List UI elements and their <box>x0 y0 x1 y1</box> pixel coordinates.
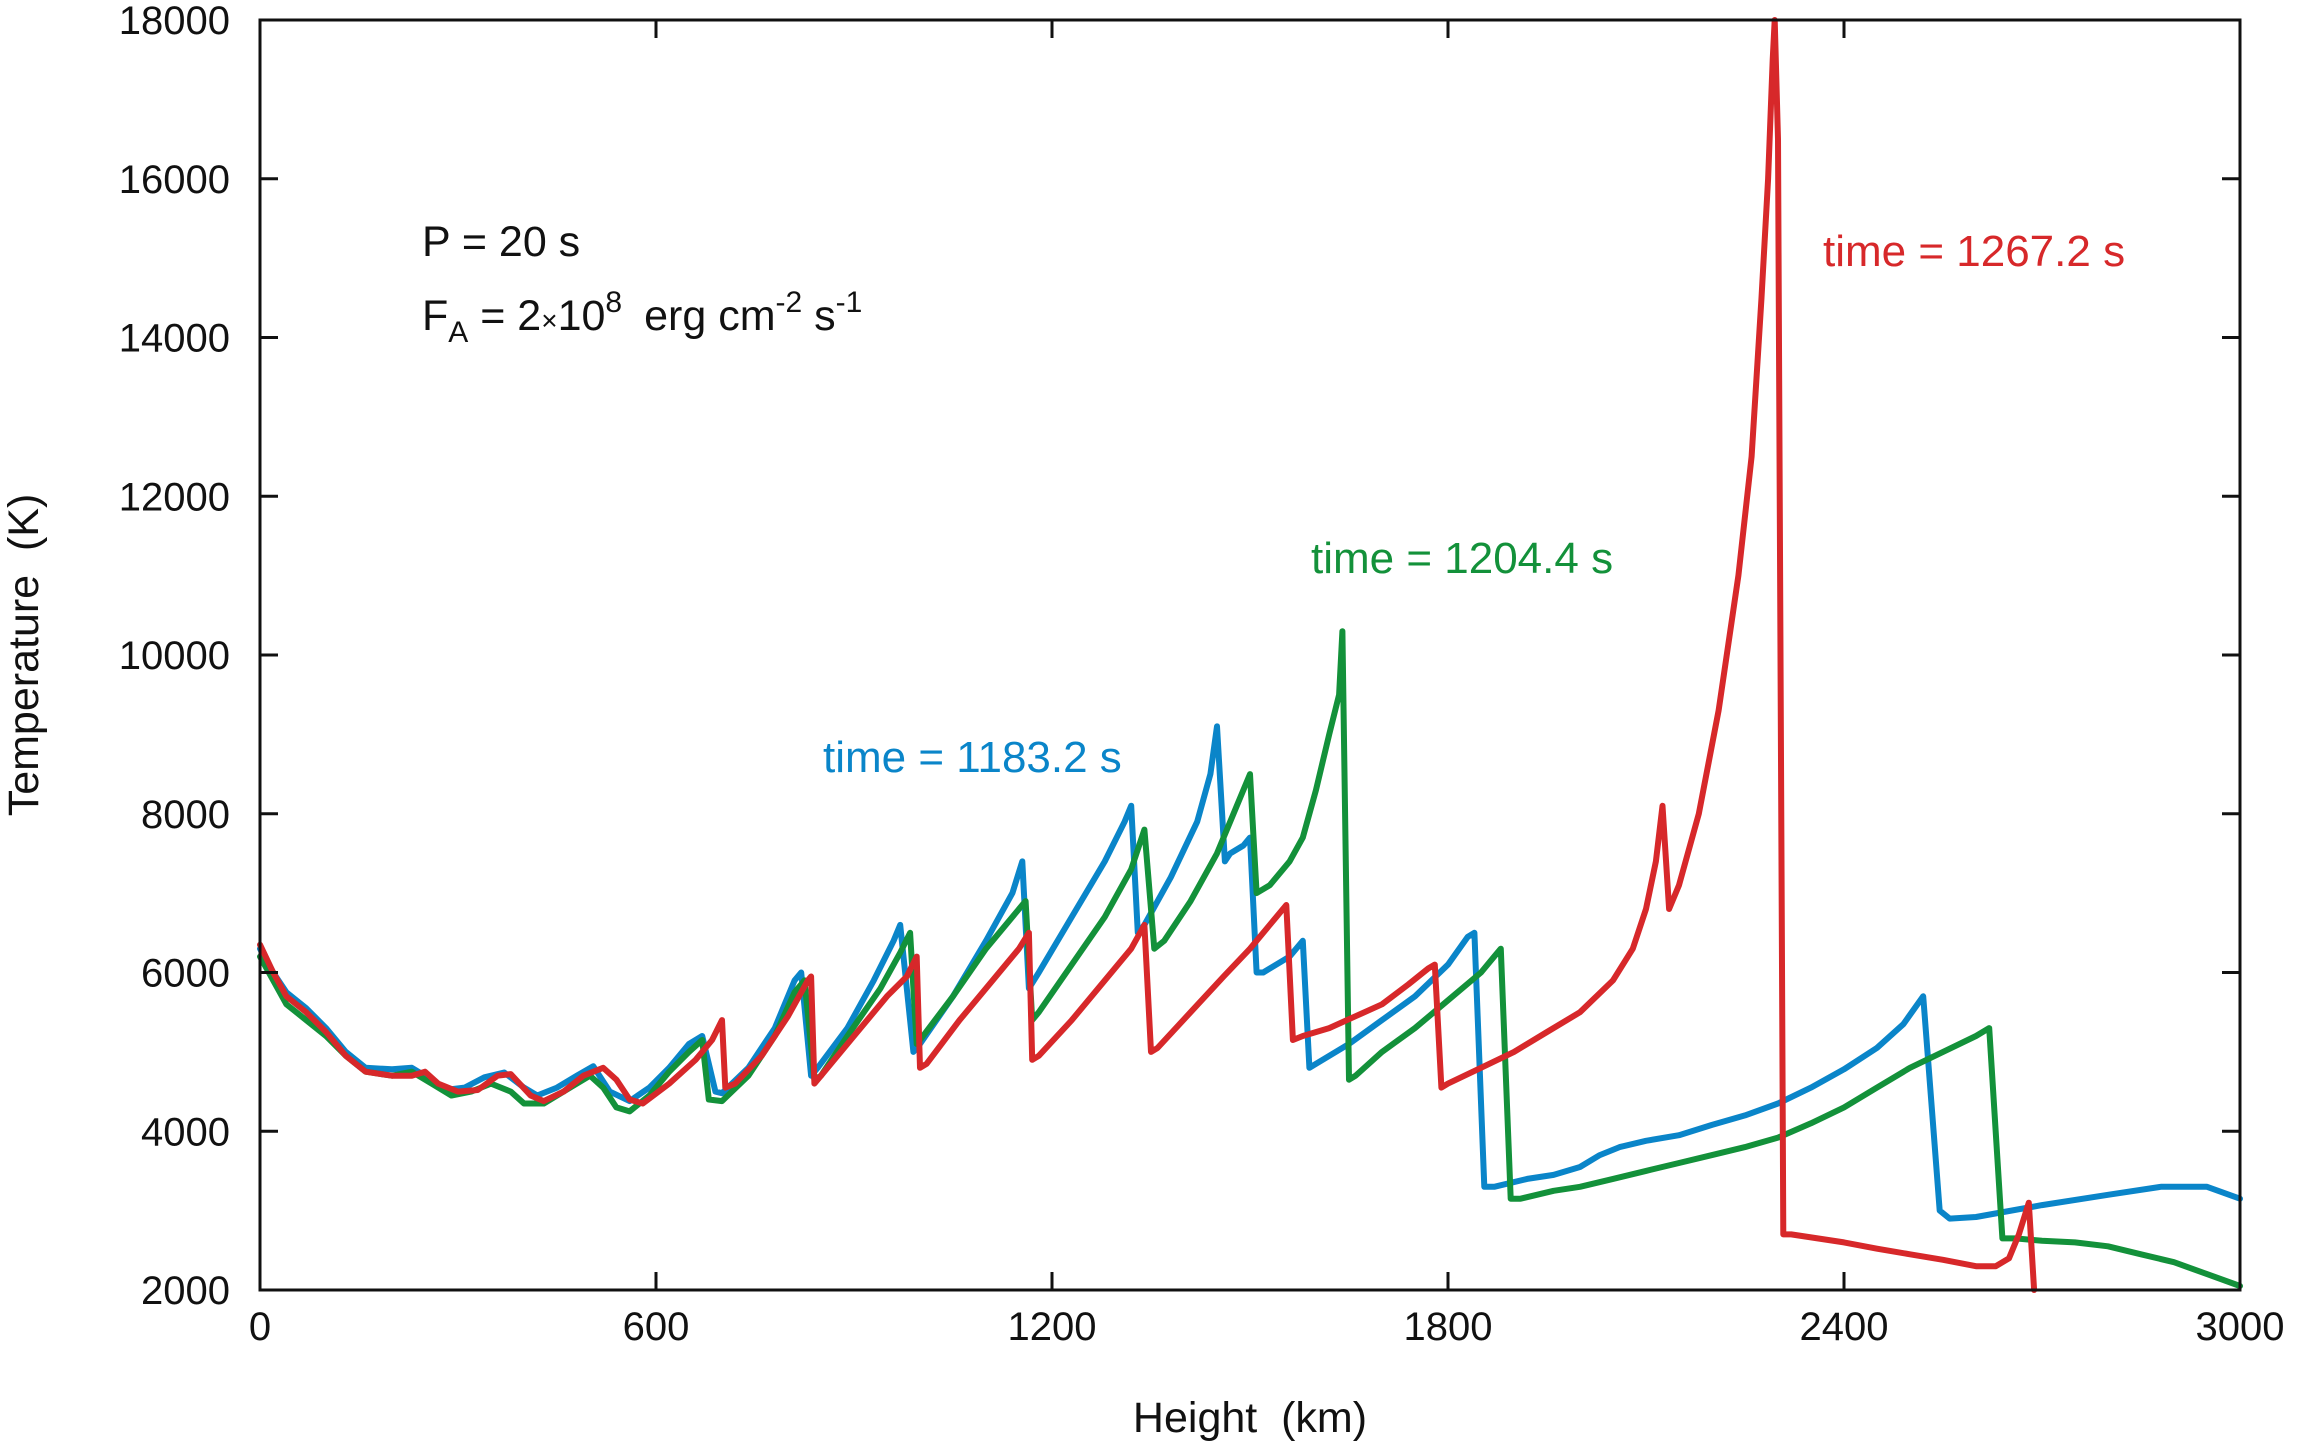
y-tick-label: 10000 <box>119 634 230 678</box>
x-tick-label: 2400 <box>1800 1305 1889 1349</box>
flux-unit: erg cm <box>644 292 775 340</box>
x-tick-label: 600 <box>623 1305 690 1349</box>
series-label-1183: time = 1183.2 s <box>823 733 1122 782</box>
flux-base: 10 <box>558 292 606 340</box>
flux-equals: = 2 <box>468 292 541 340</box>
period-annotation: P = 20 s <box>422 218 580 266</box>
flux-annotation: FA = 2×108 erg cm-2 s-1 <box>422 286 862 349</box>
x-tick-label: 0 <box>249 1305 271 1349</box>
x-tick-label: 1800 <box>1404 1305 1493 1349</box>
series-label-1204: time = 1204.4 s <box>1311 534 1613 583</box>
y-tick-label: 14000 <box>119 317 230 361</box>
y-tick-label: 6000 <box>141 952 230 996</box>
x-tick-label: 1200 <box>1008 1305 1097 1349</box>
flux-symbol: F <box>422 292 448 340</box>
y-tick-label: 8000 <box>141 793 230 837</box>
flux-times: × <box>541 305 557 336</box>
flux-s: s <box>802 292 835 340</box>
y-axis-title: Temperature (K) <box>0 494 48 817</box>
x-axis-title: Height (km) <box>1133 1394 1367 1442</box>
y-tick-label: 16000 <box>119 158 230 202</box>
flux-s-exponent: -1 <box>836 286 863 319</box>
series-layer <box>257 17 2243 1293</box>
plot-frame <box>258 18 2242 1292</box>
flux-unit-exponent: -2 <box>776 286 803 319</box>
y-tick-label: 18000 <box>119 0 230 43</box>
x-tick-label: 3000 <box>2196 1305 2285 1349</box>
y-tick-label: 12000 <box>119 475 230 519</box>
series-label-1267: time = 1267.2 s <box>1823 227 2125 276</box>
flux-subscript: A <box>448 316 468 349</box>
series-line-1 <box>257 723 2243 1222</box>
series-line-2 <box>257 628 2243 1289</box>
y-tick-label: 2000 <box>141 1269 230 1313</box>
flux-exponent: 8 <box>605 286 622 319</box>
ticks-layer: 0 600 1200 1800 2400 3000 2000 4000 6000 8000 1000… <box>119 0 2285 1349</box>
y-tick-label: 4000 <box>141 1110 230 1154</box>
series-line-3 <box>257 17 2038 1293</box>
